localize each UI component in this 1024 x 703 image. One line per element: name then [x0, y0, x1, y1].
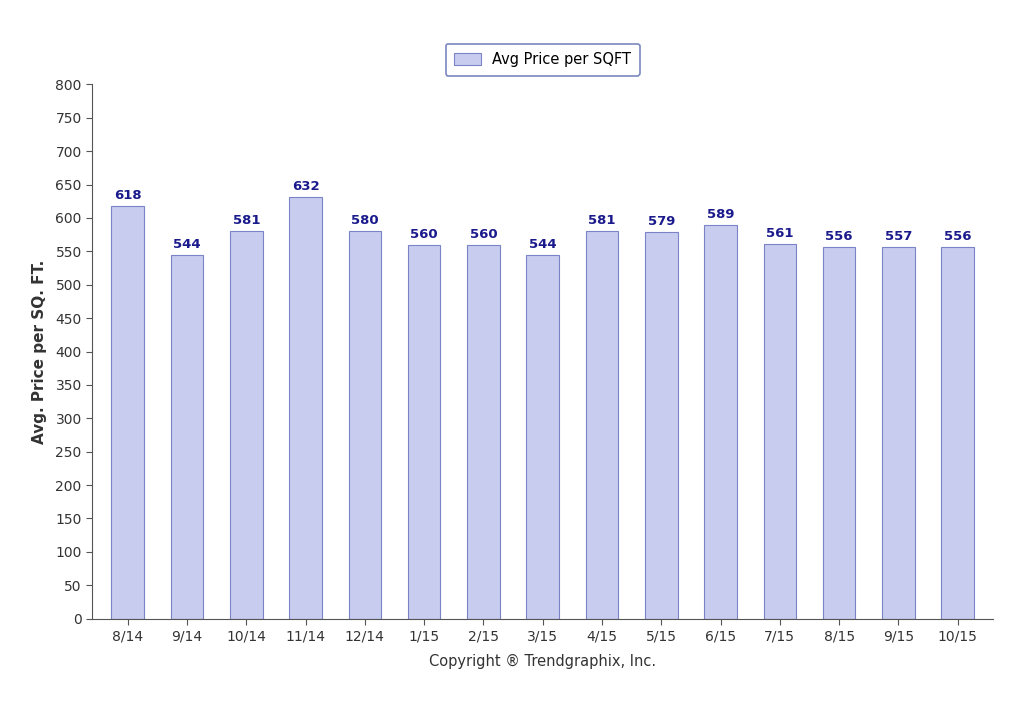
Text: 556: 556 [944, 231, 972, 243]
Bar [764, 244, 797, 619]
Text: 544: 544 [529, 238, 556, 251]
Bar [941, 247, 974, 619]
Bar [882, 247, 914, 619]
Bar [348, 231, 381, 619]
X-axis label: Copyright ® Trendgraphix, Inc.: Copyright ® Trendgraphix, Inc. [429, 654, 656, 669]
Text: 632: 632 [292, 179, 319, 193]
Bar [586, 231, 618, 619]
Text: 589: 589 [707, 208, 734, 221]
Text: 560: 560 [411, 228, 438, 240]
Bar [467, 245, 500, 619]
Bar [526, 255, 559, 619]
Bar [705, 225, 737, 619]
Text: 560: 560 [470, 228, 498, 240]
Bar [289, 197, 322, 619]
Text: 618: 618 [114, 189, 141, 202]
Text: 579: 579 [647, 215, 675, 228]
Bar [823, 247, 855, 619]
Text: 581: 581 [588, 214, 615, 226]
Bar [171, 255, 204, 619]
Text: 556: 556 [825, 231, 853, 243]
Text: 580: 580 [351, 214, 379, 227]
Y-axis label: Avg. Price per SQ. FT.: Avg. Price per SQ. FT. [32, 259, 47, 444]
Legend: Avg Price per SQFT: Avg Price per SQFT [445, 44, 640, 76]
Bar [112, 206, 144, 619]
Text: 544: 544 [173, 238, 201, 251]
Bar [408, 245, 440, 619]
Text: 581: 581 [232, 214, 260, 226]
Text: 557: 557 [885, 230, 912, 243]
Bar [645, 232, 678, 619]
Bar [230, 231, 262, 619]
Text: 561: 561 [766, 227, 794, 240]
